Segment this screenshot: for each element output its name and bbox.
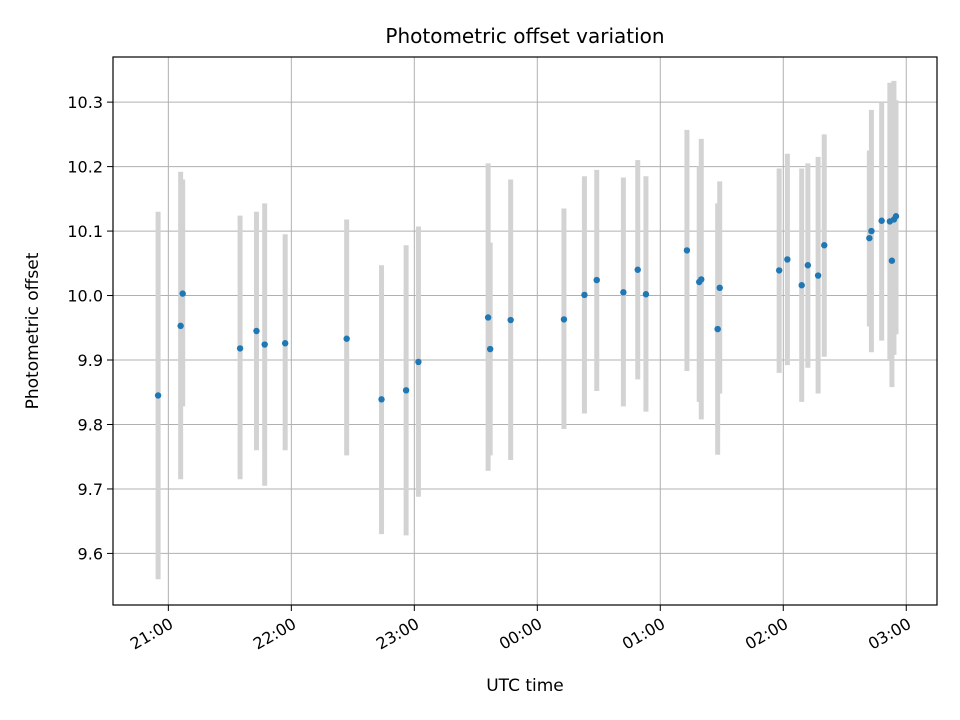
- y-axis-label: Photometric offset: [23, 252, 43, 409]
- data-point: [179, 290, 186, 297]
- data-point: [878, 217, 885, 224]
- data-point: [253, 327, 260, 335]
- data-points: [154, 213, 900, 403]
- data-point: [484, 314, 492, 321]
- y-axis: 9.6 9.7 9.8 9.9 10.0 10.1 10.2 10.3: [67, 93, 113, 563]
- data-point: [236, 345, 244, 352]
- data-point: [698, 276, 705, 283]
- y-tick-label: 9.6: [78, 544, 103, 563]
- y-tick-label: 9.7: [78, 480, 103, 499]
- data-point: [281, 340, 289, 347]
- data-point: [814, 272, 822, 279]
- data-point: [486, 345, 494, 353]
- data-point: [634, 266, 641, 273]
- data-point: [798, 282, 805, 289]
- data-point: [177, 322, 184, 330]
- data-point: [866, 234, 873, 242]
- data-point: [821, 242, 828, 249]
- data-point: [868, 227, 875, 235]
- data-point: [714, 325, 721, 333]
- y-tick-label: 10.1: [67, 222, 103, 241]
- data-point: [716, 284, 723, 292]
- plot-frame: [112, 56, 938, 606]
- data-point: [888, 257, 896, 264]
- data-point: [620, 289, 627, 296]
- y-tick-label: 9.9: [78, 351, 103, 370]
- data-point: [581, 291, 588, 299]
- data-point: [415, 358, 422, 366]
- data-point: [261, 341, 268, 348]
- data-point: [784, 256, 791, 263]
- data-point: [892, 213, 900, 220]
- y-tick-label: 10.3: [67, 93, 103, 112]
- data-point: [154, 392, 162, 399]
- data-point: [804, 262, 812, 269]
- data-point: [343, 335, 350, 342]
- x-axis-label: UTC time: [486, 676, 564, 696]
- data-point: [507, 316, 514, 324]
- chart-title: Photometric offset variation: [385, 24, 664, 48]
- data-point: [378, 396, 385, 403]
- y-tick-label: 9.8: [78, 415, 103, 434]
- y-tick-label: 10.2: [67, 158, 103, 177]
- data-point: [560, 316, 568, 323]
- data-point: [402, 387, 410, 394]
- data-point: [683, 247, 691, 254]
- data-point: [775, 267, 783, 274]
- data-point: [593, 276, 600, 284]
- y-tick-label: 10.0: [67, 287, 103, 306]
- data-point: [642, 291, 650, 298]
